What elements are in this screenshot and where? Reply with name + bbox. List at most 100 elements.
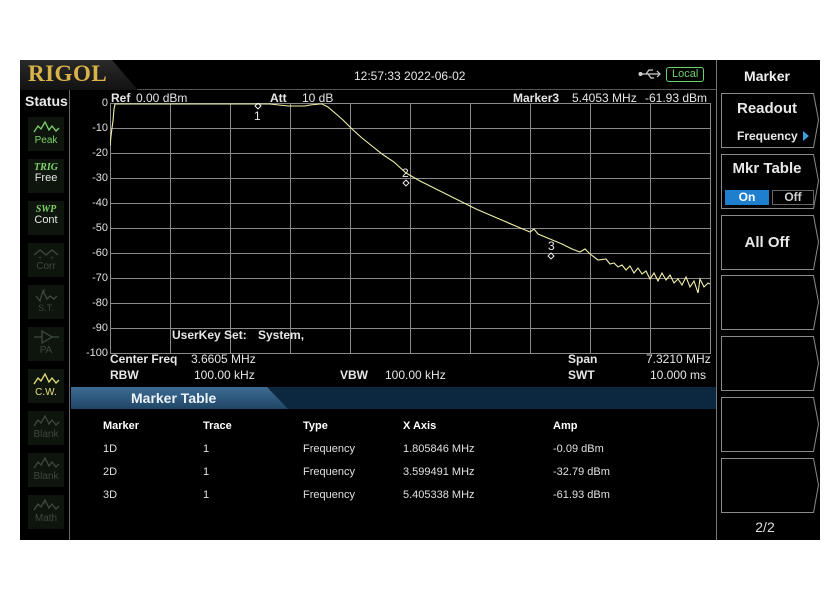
cell-type: Frequency (303, 466, 355, 478)
readout-value: Frequency (737, 129, 798, 143)
readout-softkey[interactable]: Readout Frequency (721, 93, 819, 148)
analyzer-screen: RIGOL 12:57:33 2022-06-02 Local Status P… (20, 60, 820, 540)
spectrum-graph[interactable]: 1 2 3 (110, 103, 712, 355)
rbw-label: RBW (110, 368, 139, 382)
grid-lines (110, 103, 711, 354)
y-tick: -10 (92, 122, 108, 134)
col-header-x-axis: X Axis (403, 420, 437, 432)
vbw-value[interactable]: 100.00 kHz (385, 368, 446, 382)
svg-text:+: + (42, 500, 46, 507)
cell-type: Frequency (303, 489, 355, 501)
softkey-frame (721, 93, 819, 148)
softkey-frame (721, 458, 819, 513)
status-math: + Math (28, 495, 64, 529)
empty-softkey-5[interactable] (721, 336, 819, 391)
marker-2[interactable]: 2 (402, 166, 410, 187)
svg-text:+: + (38, 255, 42, 261)
all-off-softkey[interactable]: All Off (721, 215, 819, 270)
menu-page-indicator: 2/2 (755, 519, 775, 535)
marker-table-title: Marker Table (131, 390, 217, 406)
correction-icon: + + (33, 249, 59, 261)
cell-marker: 1D (103, 443, 118, 455)
empty-softkey-4[interactable] (721, 275, 819, 330)
logo-area: RIGOL (20, 60, 138, 90)
status-trace1-clear-write: C.W. (28, 369, 64, 403)
att-label: Att (270, 91, 287, 105)
col-header-marker: Marker (103, 420, 140, 432)
center-freq-value[interactable]: 3.6605 MHz (191, 352, 256, 366)
submenu-arrow-icon (803, 131, 809, 141)
y-tick: 0 (101, 97, 108, 109)
trig-label: TRIG (34, 162, 58, 173)
y-tick: -70 (92, 272, 108, 284)
all-off-label: All Off (744, 234, 790, 251)
cell-type: Frequency (303, 443, 355, 455)
rbw-value[interactable]: 100.00 kHz (194, 368, 255, 382)
col-header-type: Type (303, 420, 328, 432)
clear-write-icon (33, 372, 60, 385)
col-header-trace: Trace (203, 420, 232, 432)
cell-trace: 1 (203, 489, 210, 501)
y-tick: -20 (92, 147, 108, 159)
status-label: S.T. (38, 303, 54, 313)
y-tick: -30 (92, 172, 108, 184)
status-label: Math (34, 513, 58, 524)
empty-softkey-6[interactable] (721, 397, 819, 452)
status-title: Status (25, 93, 68, 109)
svg-text:+: + (50, 255, 54, 261)
status-label: Cont (34, 214, 58, 226)
mkr-table-softkey[interactable]: Mkr Table On Off (721, 154, 819, 209)
cell-x-axis: 1.805846 MHz (403, 443, 475, 455)
rigol-logo: RIGOL (28, 61, 108, 86)
mkr-table-off-toggle[interactable]: Off (772, 190, 814, 205)
mkr-table-on-toggle[interactable]: On (725, 190, 769, 205)
y-tick: -40 (92, 197, 108, 209)
marker-amp: -61.93 dBm (645, 91, 708, 105)
att-value[interactable]: 10 dB (302, 91, 334, 105)
status-signal-track: + S.T. (28, 285, 64, 319)
menu-title: Marker (744, 68, 790, 84)
marker-3[interactable]: 3 (547, 239, 555, 260)
span-value[interactable]: 7.3210 MHz (646, 352, 711, 366)
cell-amp: -0.09 dBm (553, 443, 604, 455)
marker-1[interactable]: 1 (254, 103, 262, 123)
y-tick: -60 (92, 247, 108, 259)
swp-label: SWP (35, 204, 57, 215)
status-trace2-blank: Blank (28, 411, 64, 445)
status-label: Peak (34, 135, 58, 146)
svg-text:1: 1 (254, 109, 261, 123)
swt-value[interactable]: 10.000 ms (650, 368, 707, 382)
userkey-label: UserKey Set: (172, 328, 247, 342)
cell-marker: 3D (103, 489, 118, 501)
empty-softkey-7[interactable] (721, 458, 819, 513)
top-bar: RIGOL 12:57:33 2022-06-02 Local (20, 60, 716, 90)
marker-table-header-bar: Marker Table (71, 387, 716, 409)
svg-text:2: 2 (402, 166, 409, 180)
status-label: C.W. (35, 387, 57, 398)
marker-table-tab: Marker Table (71, 387, 288, 409)
status-label: Blank (33, 429, 59, 440)
span-label: Span (568, 352, 598, 366)
trace-1 (110, 103, 711, 294)
blank-trace-icon (33, 456, 60, 469)
cell-amp: -32.79 dBm (553, 466, 610, 478)
y-tick: -80 (92, 297, 108, 309)
readout-label: Readout (737, 100, 797, 117)
peak-wave-icon (33, 120, 60, 133)
softkey-frame (721, 397, 819, 452)
userkey-value: System, (258, 328, 305, 342)
svg-text:3: 3 (548, 239, 555, 253)
ref-value[interactable]: 0.00 dBm (136, 91, 188, 105)
status-label: Blank (33, 471, 59, 482)
cell-marker: 2D (103, 466, 118, 478)
usb-icon (638, 69, 661, 79)
mkr-table-label: Mkr Table (732, 160, 802, 177)
y-axis-labels: 0 -10 -20 -30 -40 -50 -60 -70 -80 -90 -1… (78, 97, 108, 367)
cell-x-axis: 5.405338 MHz (403, 489, 475, 501)
vbw-label: VBW (340, 368, 368, 382)
datetime: 12:57:33 2022-06-02 (354, 69, 466, 83)
status-trace3-blank: Blank (28, 453, 64, 487)
signal-track-icon: + (35, 288, 58, 303)
status-label: Corr (36, 261, 56, 272)
col-header-amp: Amp (553, 420, 578, 432)
